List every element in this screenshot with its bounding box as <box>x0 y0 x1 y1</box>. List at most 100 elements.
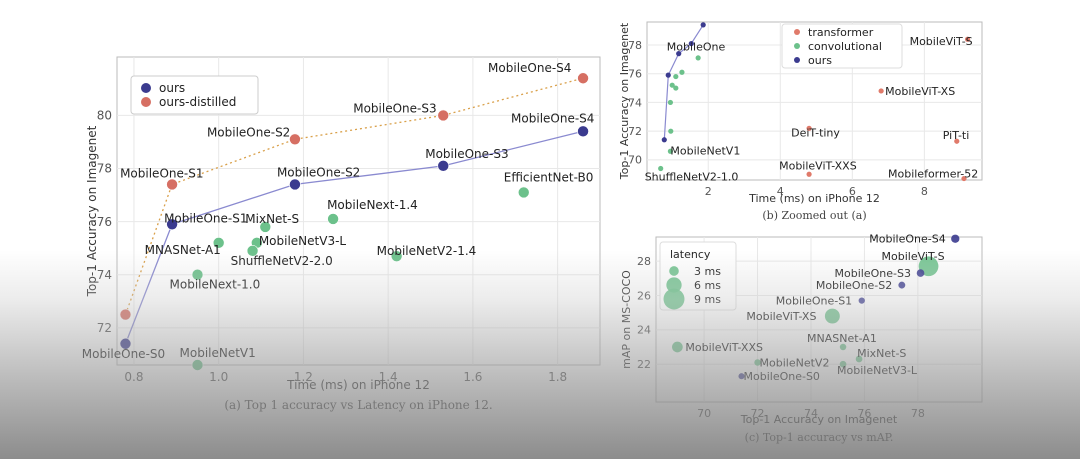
point-label: MobileViT-XXS <box>685 341 763 354</box>
point-convolutional-point <box>673 85 679 91</box>
point-label: MobileOne-S4 <box>511 111 594 125</box>
legend-marker-9-ms <box>663 288 685 310</box>
x-tick-label: 1.6 <box>463 370 482 384</box>
legend-marker-ours <box>794 57 800 63</box>
point-label: MobileOne-S1 <box>164 211 247 225</box>
x-tick-label: 2 <box>705 185 712 198</box>
point-label: MobileNetV3-L <box>837 364 918 377</box>
point-label: MobileNext-1.0 <box>170 278 261 292</box>
point-label: MobileNetV1 <box>180 346 256 360</box>
point-label: MobileNetV2-1.4 <box>377 244 477 258</box>
point-label: MobileViT-S <box>882 250 945 263</box>
y-tick-label: 22 <box>637 358 651 371</box>
point-ours-distilled-mobileone-s3 <box>437 109 450 122</box>
point-label: MobileOne-S3 <box>353 101 436 115</box>
y-axis-label: Top-1 Accuracy on Imagenet <box>85 125 99 297</box>
point-label: MobileOne-S2 <box>207 125 290 139</box>
y-tick-label: 76 <box>97 215 112 229</box>
y-tick-label: 78 <box>97 162 112 176</box>
point-label: ShuffleNetV2-1.0 <box>645 171 739 184</box>
legend-marker-ours-distilled <box>141 97 151 107</box>
point-label: MobileOne-S1 <box>776 295 852 308</box>
legend-label: 3 ms <box>694 265 721 278</box>
point-convolutional-point <box>673 73 679 80</box>
point-others-mobilenetv1 <box>191 359 204 371</box>
x-tick-label: 1.0 <box>209 370 228 384</box>
legend-marker-3-ms <box>669 266 679 276</box>
annotation-label: MobileOne <box>667 41 726 54</box>
point-mobileone-s4 <box>951 234 960 243</box>
point-label: EfficientNet-B0 <box>504 170 594 184</box>
point-convolutional-point <box>679 69 685 75</box>
legend-c: latency 3 ms6 ms9 ms <box>659 241 737 311</box>
point-label: MixNet-S <box>857 347 906 360</box>
x-axis-label: Time (ms) on iPhone 12 <box>748 192 880 205</box>
point-label: MobileNext-1.4 <box>327 198 418 212</box>
point-label: MobileViT-S <box>910 35 973 48</box>
y-tick-label: 28 <box>637 255 651 268</box>
x-axis-label: Top-1 Accuracy on Imagenet <box>740 413 898 426</box>
legend-label: 6 ms <box>694 279 721 292</box>
y-tick-label: 24 <box>637 324 651 337</box>
point-ours-distilled-mobileone-s1 <box>166 178 178 191</box>
point-label: MobileViT-XS <box>746 310 816 323</box>
point-ours-distilled-mobileone-s2 <box>289 133 301 146</box>
point-label: MobileViT-XS <box>885 85 955 98</box>
legend-label: 9 ms <box>694 293 721 306</box>
point-mobileone-s3 <box>916 269 925 277</box>
x-tick-label: 70 <box>697 407 711 420</box>
point-label: MobileOne-S0 <box>82 347 165 361</box>
point-mobileone-s2 <box>898 281 906 289</box>
y-tick-label: 26 <box>637 289 651 302</box>
point-label: Mobileformer-52 <box>888 168 978 181</box>
x-tick-label: 1.8 <box>548 370 567 384</box>
point-label: MNASNet-A1 <box>145 243 221 257</box>
legend-label: ours-distilled <box>159 95 236 109</box>
legend-marker-transformer <box>794 29 800 35</box>
y-tick-label: 72 <box>97 321 112 335</box>
point-convolutional-point <box>695 55 701 61</box>
point-others-mobilenext-1-4 <box>327 213 339 225</box>
point-label: MixNet-S <box>245 212 299 226</box>
point-label: MobileOne-S3 <box>425 147 508 161</box>
point-label: MobileNetV2 <box>760 356 830 369</box>
legend-marker-ours <box>141 83 151 93</box>
point-mobileone-s1 <box>858 297 865 304</box>
point-label: MobileOne-S1 <box>120 166 203 180</box>
point-label: MobileNetV1 <box>670 144 740 157</box>
point-label: ShuffleNetV2-2.0 <box>231 254 333 268</box>
point-label: PiT-ti <box>943 129 970 142</box>
x-tick-label: 0.8 <box>124 370 143 384</box>
point-ours-point <box>665 72 671 78</box>
x-axis-label: Time (ms) on iPhone 12 <box>286 378 430 392</box>
x-tick-label: 78 <box>911 407 925 420</box>
chart-caption: (b) Zoomed out (a) <box>762 209 866 222</box>
y-tick-label: 80 <box>97 109 112 123</box>
point-label: MobileOne-S4 <box>488 61 571 75</box>
point-ours-point <box>661 137 667 143</box>
point-ours-mobileone-s4 <box>577 125 589 138</box>
y-axis-label: Top-1 Accuracy on Imagenet <box>618 22 631 180</box>
x-tick-label: 8 <box>921 185 928 198</box>
point-label: MobileViT-XXS <box>779 159 857 172</box>
point-label: MobileOne-S0 <box>744 370 820 383</box>
point-convolutional-point <box>668 128 674 134</box>
chart-caption: (c) Top-1 accuracy vs mAP. <box>745 431 894 444</box>
point-convolutional-point <box>667 99 674 106</box>
point-ours-distilled-point <box>119 308 132 321</box>
point-label: MobileOne-S4 <box>869 233 945 246</box>
point-ours-point <box>700 22 706 28</box>
y-tick-label: 74 <box>97 268 112 282</box>
point-label: MobileOne-S2 <box>277 165 360 179</box>
point-ours-distilled-mobileone-s4 <box>577 72 589 85</box>
legend-label: ours <box>159 81 185 95</box>
point-transformer-mobilevit-xs <box>878 88 884 94</box>
point-mobilevit-xs <box>824 308 840 324</box>
chart-caption: (a) Top 1 accuracy vs Latency on iPhone … <box>224 398 492 412</box>
legend-label: transformer <box>808 26 874 39</box>
